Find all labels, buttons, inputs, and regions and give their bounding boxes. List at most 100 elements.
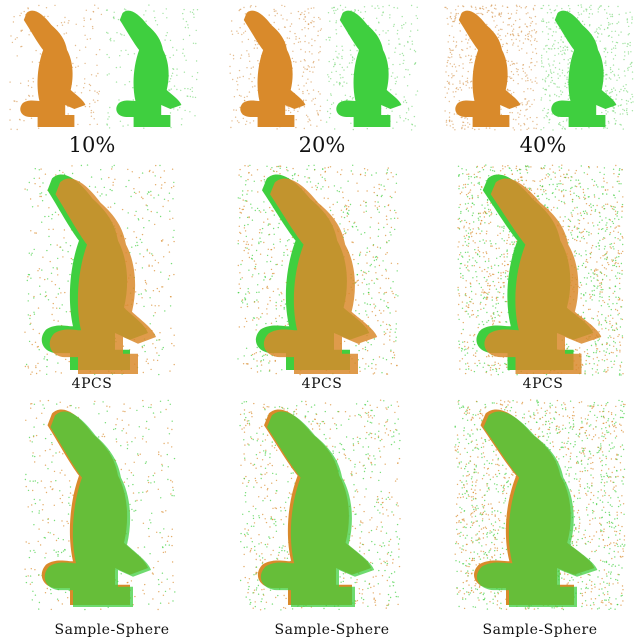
noise-point bbox=[268, 249, 269, 250]
noise-point bbox=[170, 40, 171, 41]
noise-point bbox=[411, 23, 412, 24]
noise-point bbox=[449, 48, 450, 49]
noise-point bbox=[495, 8, 496, 9]
noise-point bbox=[255, 6, 256, 7]
noise-point bbox=[520, 110, 521, 111]
noise-point bbox=[247, 217, 248, 218]
noise-point bbox=[159, 291, 160, 292]
noise-point bbox=[607, 189, 608, 190]
noise-point bbox=[255, 268, 256, 269]
noise-point bbox=[617, 202, 618, 203]
noise-point bbox=[379, 206, 380, 207]
noise-point bbox=[168, 278, 169, 279]
noise-point bbox=[352, 173, 353, 174]
noise-point bbox=[371, 363, 372, 364]
noise-point bbox=[240, 264, 241, 265]
noise-point bbox=[41, 269, 42, 270]
noise-point bbox=[172, 198, 173, 199]
noise-point bbox=[596, 348, 597, 349]
noise-point bbox=[579, 232, 580, 233]
noise-point bbox=[232, 79, 233, 80]
noise-point bbox=[610, 67, 611, 68]
noise-point bbox=[404, 76, 405, 77]
noise-point bbox=[546, 89, 547, 90]
noise-point bbox=[480, 302, 481, 303]
noise-point bbox=[313, 165, 314, 166]
noise-point bbox=[454, 16, 455, 17]
noise-point bbox=[615, 55, 616, 56]
noise-point bbox=[267, 288, 268, 289]
noise-point bbox=[609, 299, 610, 300]
noise-point bbox=[584, 370, 585, 371]
noise-point bbox=[482, 321, 483, 322]
noise-point bbox=[446, 120, 447, 121]
noise-point bbox=[603, 371, 604, 372]
noise-point bbox=[122, 209, 123, 210]
noise-point bbox=[499, 315, 500, 316]
noise-point bbox=[511, 241, 512, 242]
noise-point bbox=[245, 200, 246, 201]
noise-point bbox=[333, 102, 334, 103]
noise-point bbox=[490, 275, 491, 276]
noise-point bbox=[101, 193, 102, 194]
noise-point bbox=[467, 352, 468, 353]
noise-point bbox=[10, 35, 11, 36]
noise-point bbox=[326, 39, 327, 40]
noise-point bbox=[497, 235, 498, 236]
noise-point bbox=[459, 186, 460, 187]
noise-point bbox=[84, 35, 85, 36]
noise-point bbox=[258, 242, 259, 243]
noise-point bbox=[195, 43, 196, 44]
noise-point bbox=[309, 51, 310, 52]
noise-point bbox=[356, 226, 357, 227]
noise-point bbox=[347, 181, 348, 182]
noise-point bbox=[509, 112, 510, 113]
noise-point bbox=[502, 5, 503, 6]
noise-point bbox=[298, 42, 299, 43]
noise-point bbox=[620, 318, 621, 319]
noise-point bbox=[365, 254, 366, 255]
noise-point bbox=[492, 166, 493, 167]
noise-point bbox=[13, 100, 14, 101]
noise-point bbox=[275, 360, 276, 361]
noise-point bbox=[447, 8, 448, 9]
noise-point bbox=[544, 108, 545, 109]
noise-point bbox=[16, 37, 17, 38]
noise-point bbox=[603, 205, 604, 206]
noise-point bbox=[394, 218, 395, 219]
noise-point bbox=[386, 219, 387, 220]
noise-point bbox=[390, 196, 391, 197]
noise-point bbox=[196, 30, 197, 31]
noise-point bbox=[379, 265, 380, 266]
noise-point bbox=[459, 80, 460, 81]
noise-point bbox=[558, 96, 559, 97]
noise-point bbox=[448, 88, 449, 89]
noise-point bbox=[374, 372, 375, 373]
noise-point bbox=[619, 91, 620, 92]
noise-point bbox=[473, 355, 474, 356]
noise-point bbox=[42, 200, 43, 201]
noise-point bbox=[280, 241, 281, 242]
noise-point bbox=[34, 232, 35, 233]
noise-point bbox=[313, 7, 314, 8]
noise-point bbox=[84, 20, 85, 21]
noise-point bbox=[319, 18, 320, 19]
noise-point bbox=[358, 304, 359, 305]
noise-point bbox=[470, 59, 471, 60]
noise-point bbox=[589, 363, 590, 364]
noise-point bbox=[147, 193, 148, 194]
noise-point bbox=[548, 22, 549, 23]
noise-point bbox=[348, 214, 349, 215]
noise-point bbox=[534, 65, 535, 66]
noise-point bbox=[142, 234, 143, 235]
noise-point bbox=[395, 311, 396, 312]
noise-point bbox=[274, 214, 275, 215]
noise-point bbox=[128, 180, 129, 181]
noise-point bbox=[615, 48, 616, 49]
noise-point bbox=[68, 113, 69, 114]
noise-point bbox=[597, 369, 598, 370]
noise-point bbox=[613, 87, 614, 88]
noise-point bbox=[463, 329, 464, 330]
noise-point bbox=[455, 46, 456, 47]
noise-point bbox=[89, 124, 90, 125]
